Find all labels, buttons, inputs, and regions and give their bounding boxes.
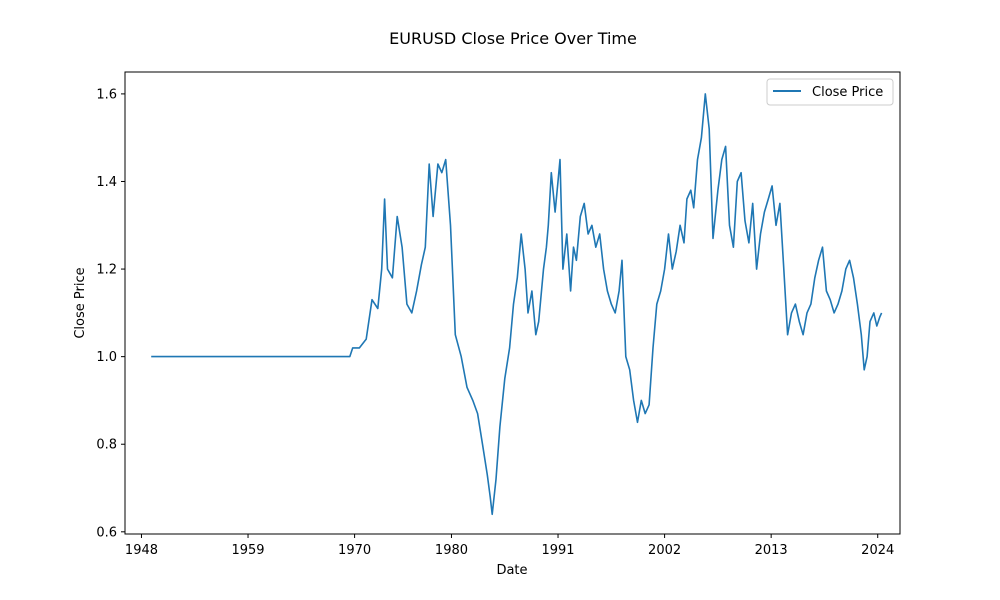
plot-area xyxy=(125,72,900,534)
y-tick-label: 1.4 xyxy=(96,175,117,190)
legend-box xyxy=(766,78,894,106)
x-tick-label: 1991 xyxy=(541,543,574,558)
plot-frame xyxy=(124,71,901,535)
y-tick-label: 1.2 xyxy=(96,263,117,278)
chart-title: EURUSD Close Price Over Time xyxy=(389,29,637,48)
x-tick-label: 1948 xyxy=(125,543,158,558)
y-tick-label: 0.6 xyxy=(96,525,117,540)
x-tick-label: 1959 xyxy=(231,543,264,558)
y-tick-label: 1.6 xyxy=(96,87,117,102)
x-tick-label: 2024 xyxy=(861,543,894,558)
legend: Close Price xyxy=(766,78,894,106)
y-tick-label: 1.0 xyxy=(96,350,117,365)
close-price-line xyxy=(151,93,883,516)
legend-label: Close Price xyxy=(812,85,883,100)
x-tick-label: 2013 xyxy=(755,543,788,558)
x-tick-label: 1980 xyxy=(435,543,468,558)
y-axis: 0.6 0.8 1.0 1.2 1.4 1.6 xyxy=(96,87,125,540)
y-axis-label: Close Price xyxy=(73,267,88,338)
x-tick-label: 2002 xyxy=(648,543,681,558)
y-tick-label: 0.8 xyxy=(96,438,117,453)
x-axis: 1948 1959 1970 1980 1991 2002 2013 2024 xyxy=(125,534,894,558)
x-axis-label: Date xyxy=(496,563,527,578)
x-tick-label: 1970 xyxy=(338,543,371,558)
